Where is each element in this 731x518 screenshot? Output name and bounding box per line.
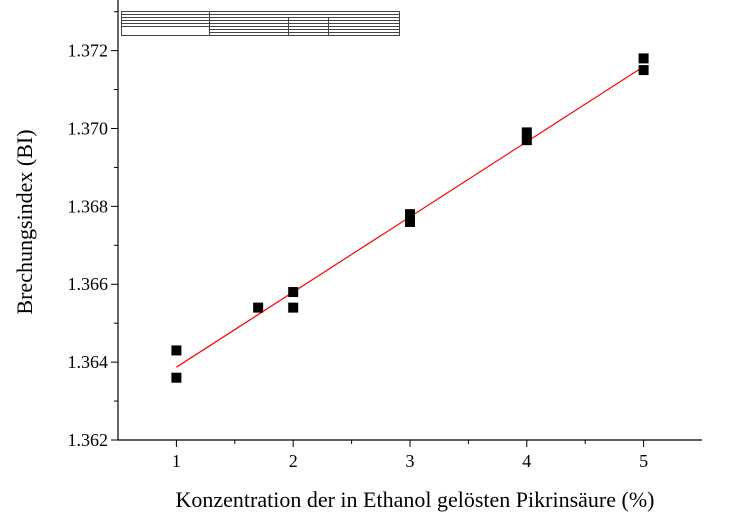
y-tick-label: 1.368 bbox=[68, 196, 109, 216]
cell bbox=[208, 32, 290, 36]
cell bbox=[121, 26, 210, 36]
x-tick-label: 5 bbox=[639, 451, 648, 471]
point bbox=[253, 302, 264, 313]
x-tick-label: 1 bbox=[172, 451, 181, 471]
point bbox=[405, 209, 415, 220]
x-tick-label: 2 bbox=[289, 451, 298, 471]
point bbox=[521, 127, 532, 138]
point bbox=[288, 302, 299, 313]
cell bbox=[328, 32, 400, 36]
point bbox=[521, 135, 532, 146]
y-tick-label: 1.366 bbox=[68, 274, 109, 294]
point bbox=[638, 65, 649, 76]
y-tick-label: 1.370 bbox=[68, 118, 109, 138]
x-tick-label: 4 bbox=[522, 451, 531, 471]
point bbox=[288, 287, 299, 298]
y-tick-label: 1.364 bbox=[68, 352, 109, 372]
point bbox=[405, 216, 415, 227]
y-tick-label: 1.372 bbox=[68, 41, 109, 61]
y-axis-label: Brechungsindex (BI) bbox=[12, 129, 37, 314]
x-tick-label: 3 bbox=[406, 451, 415, 471]
cell bbox=[288, 32, 330, 36]
point bbox=[171, 372, 182, 383]
point bbox=[171, 345, 182, 356]
y-tick-label: 1.362 bbox=[68, 430, 109, 450]
fit-table bbox=[121, 11, 401, 36]
point bbox=[638, 53, 649, 64]
x-axis-label: Konzentration der in Ethanol gelösten Pi… bbox=[176, 487, 655, 512]
